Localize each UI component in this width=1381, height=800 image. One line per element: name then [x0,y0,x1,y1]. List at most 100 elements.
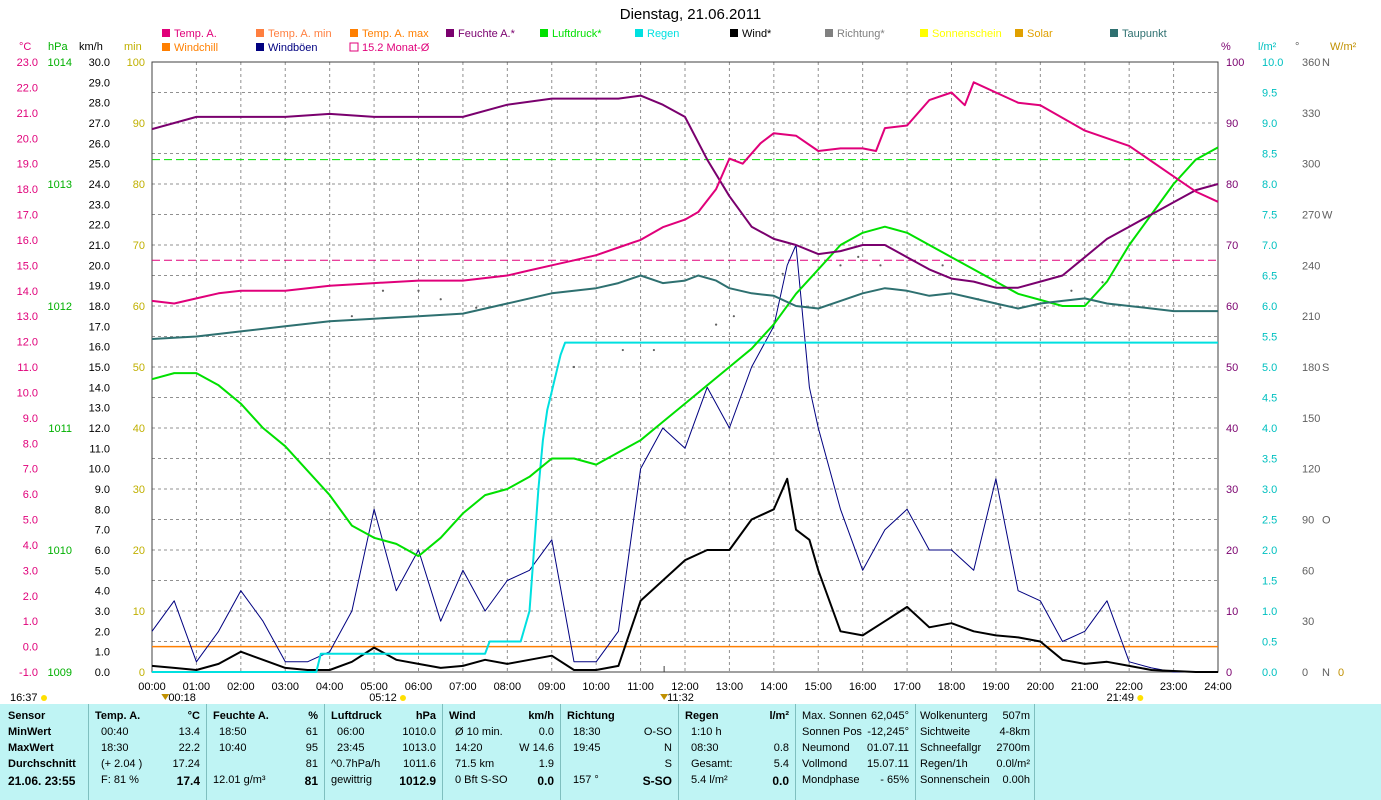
chart-series [151,81,1219,673]
legend-swatch [635,29,643,37]
tick-label-kmh: 15.0 [89,362,110,374]
stats-humidity: Feuchte A.% 18:50 61 10:40 95 81 12.01 g/m… [207,704,325,800]
tick-label-deg: 240 [1302,260,1320,272]
time-mark-2: 11:32 [667,692,694,704]
tick-label-min: 60 [133,301,145,313]
tick-label-hour: 06:00 [405,681,433,693]
tick-label-kmh: 19.0 [89,281,110,293]
tick-label-kmh: 28.0 [89,98,110,110]
astro-value-1: -12,245° [867,726,909,738]
legend-label: Windchill [174,42,218,54]
time-mark-sunrise: 05:12 [369,692,397,704]
tick-label-hour: 21:00 [1071,681,1099,693]
direction-point [857,255,860,258]
wind-beaufort: 0 Bft S-SO [455,774,508,786]
direction-point [439,298,442,301]
tick-label-temp: 0.0 [23,642,38,654]
series-line-temp-a [151,81,1219,305]
pressure-max-time: 23:45 [337,742,365,754]
legend-swatch [825,29,833,37]
humidity-min: 61 [305,726,318,738]
tick-label-hour: 10:00 [582,681,610,693]
tick-label-lm2: 4.5 [1262,393,1277,405]
tick-label-kmh: 1.0 [95,647,110,659]
chart-grid [151,61,1219,673]
tick-label-kmh: 8.0 [95,504,110,516]
tick-label-deg: 180 [1302,362,1320,374]
tick-label-temp: 23.0 [17,57,38,69]
tick-label-temp: 3.0 [23,565,38,577]
tick-label-temp: -1.0 [19,667,38,679]
tick-label-temp: 12.0 [17,337,38,349]
chart-axes: 23.0 22.0 21.0 20.0 19.0 18.0 17.0 16.0 15.0 14.0… [10,41,1357,704]
tick-label-pct: 20 [1226,545,1238,557]
tick-label-kmh: 27.0 [89,118,110,130]
axis-unit-deg: ° [1295,41,1299,53]
tick-label-hour: 23:00 [1160,681,1188,693]
wind-avg: 0.0 [538,726,554,738]
tick-label-lm2: 9.5 [1262,88,1277,100]
temp-min: 13.4 [178,726,200,738]
time-mark-1: 00:18 [168,692,196,704]
legend-label: Temp. A. max [362,28,429,40]
tick-label-hour: 13:00 [716,681,744,693]
stats-sensor: Sensor MinWert MaxWert Durchschnitt 21.0… [0,704,89,800]
pressure-min-time: 06:00 [337,726,365,738]
stats-temp: Temp. A. °C 00:40 13.4 18:30 22.2 (+ 2.04 )… [89,704,207,800]
tick-label-deg: 270 [1302,210,1320,222]
tick-label-lm2: 5.5 [1262,332,1277,344]
tick-label-kmh: 21.0 [89,240,110,252]
direction-point [1101,281,1104,284]
sky-value-3: 0.0l/m² [996,758,1030,770]
direction-point [621,348,624,352]
tick-label-pct: 80 [1226,179,1238,191]
tick-label-deg: 210 [1302,311,1320,323]
tick-label-hour: 16:00 [849,681,877,693]
tick-label-hpa: 1012 [48,301,72,313]
stats-panel: Sensor MinWert MaxWert Durchschnitt 21.0… [0,704,1381,800]
tick-label-lm2: 6.5 [1262,271,1277,283]
pressure-header: Luftdruck [331,710,382,722]
legend-swatch [446,29,454,37]
tick-label-kmh: 10.0 [89,464,110,476]
temp-current: 17.4 [176,774,200,788]
stats-direction: Richtung 18:30 O-SO 19:45 N S 157 ° S-SO [561,704,679,800]
rain-max-time: 08:30 [691,742,719,754]
direction-point [839,264,842,267]
time-mark-left: 16:37 [10,692,38,704]
tick-label-dir: N [1322,57,1330,69]
row-label-current: 21.06. 23:55 [8,774,76,788]
row-label-max: MaxWert [8,742,54,754]
tick-label-kmh: 20.0 [89,260,110,272]
tick-label-deg: 360 [1302,57,1320,69]
sky-value-1: 4-8km [999,726,1030,738]
tick-label-lm2: 2.0 [1262,545,1277,557]
rain-day: 5.4 l/m² [691,774,728,786]
astro-value-4: - 65% [880,774,909,786]
direction-point [475,306,478,309]
tick-label-temp: 2.0 [23,591,38,603]
tick-label-lm2: 6.0 [1262,301,1277,313]
temp-max: 22.2 [178,742,200,754]
tick-label-pct: 90 [1226,118,1238,130]
tick-label-hour: 14:00 [760,681,788,693]
series-line-windb-en [151,244,1218,673]
humidity-current-note: 12.01 g/m³ [213,774,266,786]
tick-label-hour: 18:00 [938,681,966,693]
tick-label-hour: 12:00 [671,681,699,693]
axis-unit-lm2: l/m² [1258,41,1277,53]
direction-min: O-SO [643,726,672,738]
rain-total-label: Gesamt: [691,758,733,770]
tick-label-temp: 21.0 [17,108,38,120]
legend-swatch [256,29,264,37]
wind-avg-label: Ø 10 min. [455,726,503,738]
axis-unit-kmh: km/h [79,41,103,53]
legend-swatch [256,43,264,51]
direction-point [572,365,576,369]
tick-label-lm2: 2.5 [1262,515,1277,527]
legend-label: Taupunkt [1122,28,1167,40]
tick-label-hour: 20:00 [1027,681,1055,693]
tick-label-kmh: 16.0 [89,342,110,354]
legend-swatch [540,29,548,37]
temp-current-note: F: 81 % [101,774,139,786]
